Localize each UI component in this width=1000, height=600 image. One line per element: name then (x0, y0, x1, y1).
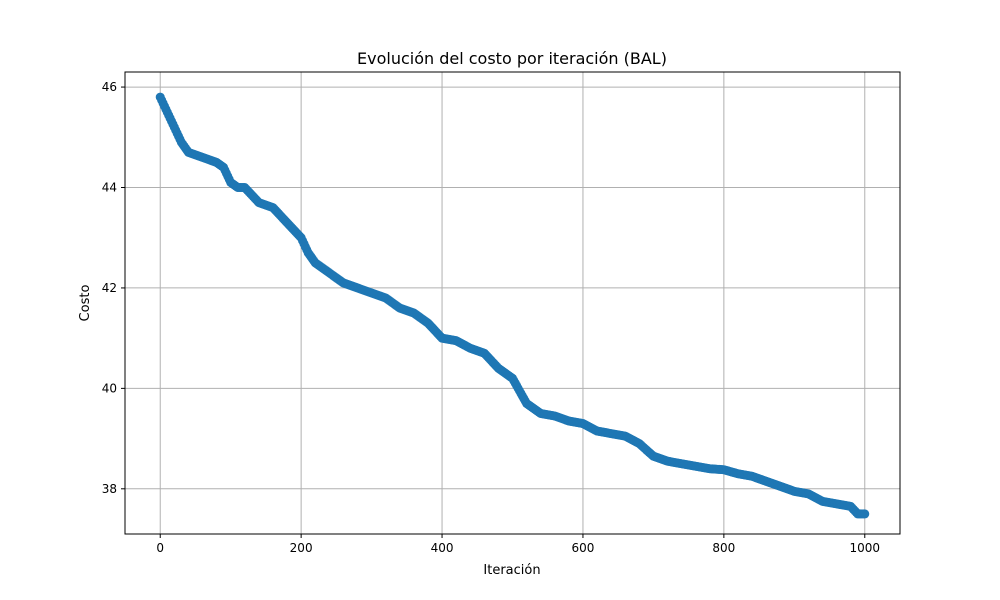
x-tick-label: 800 (712, 541, 735, 555)
x-tick-label: 1000 (849, 541, 880, 555)
plot-area (125, 72, 900, 534)
data-points (155, 92, 870, 519)
grid (125, 72, 900, 534)
x-tick-label: 600 (572, 541, 595, 555)
y-tick-label: 40 (102, 381, 117, 395)
plot-frame (124, 71, 901, 535)
y-tick-label: 42 (102, 281, 117, 295)
y-axis-ticks: 38 40 42 44 46 (102, 80, 125, 496)
x-tick-label: 400 (431, 541, 454, 555)
y-tick-label: 46 (102, 80, 117, 94)
chart-title: Evolución del costo por iteración (BAL) (357, 49, 667, 68)
x-axis-ticks: 0 200 400 600 800 1000 (156, 534, 880, 555)
y-tick-label: 38 (102, 482, 117, 496)
x-axis-label: Iteración (483, 563, 540, 578)
x-tick-label: 0 (156, 541, 164, 555)
data-point (860, 509, 870, 519)
y-tick-label: 44 (102, 181, 117, 195)
y-axis-label: Costo (78, 285, 93, 322)
x-tick-label: 200 (290, 541, 313, 555)
